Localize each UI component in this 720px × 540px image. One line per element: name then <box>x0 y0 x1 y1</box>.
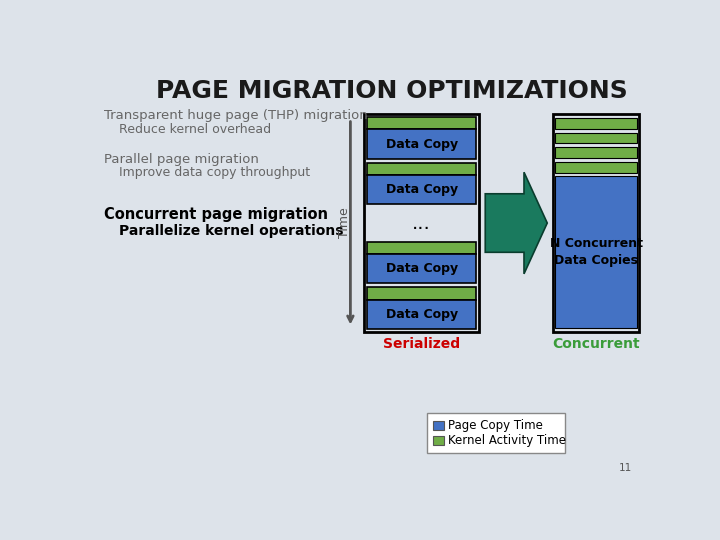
Bar <box>555 118 637 129</box>
Text: Data Copy: Data Copy <box>386 138 458 151</box>
Text: Data Copy: Data Copy <box>386 308 458 321</box>
Bar <box>555 177 637 328</box>
Bar <box>367 175 476 204</box>
Text: Data Copy: Data Copy <box>386 183 458 196</box>
Bar <box>367 254 476 284</box>
Bar <box>364 114 479 332</box>
Bar <box>555 147 637 158</box>
Text: N Concurrent
Data Copies: N Concurrent Data Copies <box>549 237 642 267</box>
Bar <box>553 114 639 332</box>
Text: 11: 11 <box>619 463 632 473</box>
Bar <box>427 413 565 453</box>
Text: Transparent huge page (THP) migration: Transparent huge page (THP) migration <box>104 110 368 123</box>
Text: Reduce kernel overhead: Reduce kernel overhead <box>120 123 271 136</box>
Bar <box>367 242 476 254</box>
Text: Kernel Activity Time: Kernel Activity Time <box>448 434 566 447</box>
Text: Parallel page migration: Parallel page migration <box>104 153 258 166</box>
Text: Concurrent: Concurrent <box>552 336 640 350</box>
Text: PAGE MIGRATION OPTIMIZATIONS: PAGE MIGRATION OPTIMIZATIONS <box>156 79 628 103</box>
Polygon shape <box>485 172 547 274</box>
Text: Page Copy Time: Page Copy Time <box>448 418 543 431</box>
Bar <box>433 421 444 430</box>
Text: Improve data copy throughput: Improve data copy throughput <box>120 166 310 179</box>
Text: Serialized: Serialized <box>383 336 460 350</box>
Bar <box>555 132 637 143</box>
Bar <box>367 300 476 329</box>
Bar <box>555 162 637 173</box>
Bar <box>367 163 476 175</box>
Bar <box>367 287 476 300</box>
Text: Parallelize kernel operations: Parallelize kernel operations <box>120 224 344 238</box>
Bar <box>367 117 476 130</box>
Text: Data Copy: Data Copy <box>386 262 458 275</box>
Text: Time: Time <box>338 208 351 239</box>
Text: Concurrent page migration: Concurrent page migration <box>104 207 328 222</box>
Bar <box>367 130 476 159</box>
Text: ...: ... <box>413 213 431 233</box>
Bar <box>433 436 444 445</box>
